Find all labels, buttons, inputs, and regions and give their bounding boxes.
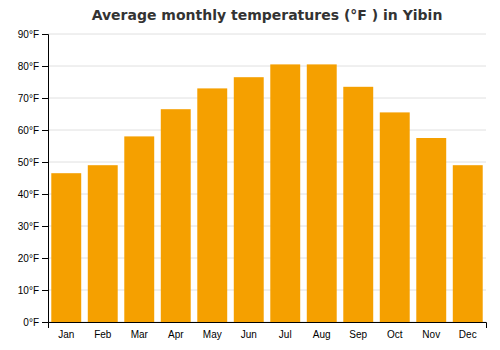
tick-label: Jul	[279, 329, 292, 340]
tick: 0°F	[23, 317, 48, 328]
tick: Jan	[58, 329, 74, 340]
tick: Jul	[279, 329, 292, 340]
tick-label: Oct	[387, 329, 403, 340]
tick-label: Nov	[422, 329, 440, 340]
tick: Apr	[168, 329, 184, 340]
bar	[124, 136, 154, 322]
tick-mark	[42, 130, 48, 131]
tick: 70°F	[18, 93, 48, 104]
tick-mark	[42, 66, 48, 67]
grid-line	[48, 34, 486, 35]
tick-label: Apr	[168, 329, 184, 340]
tick: May	[203, 329, 222, 340]
bar	[453, 165, 483, 322]
tick-label: Jun	[241, 329, 257, 340]
tick-mark	[42, 290, 48, 291]
tick: 80°F	[18, 61, 48, 72]
grid-line	[48, 66, 486, 67]
y-axis: 0°F 10°F 20°F 30°F 40°F 50°F 60°F 70°F 80°F 90°F	[18, 29, 49, 328]
bar	[343, 87, 373, 322]
tick-mark	[42, 194, 48, 195]
bar	[51, 173, 81, 322]
tick-mark	[42, 226, 48, 227]
tick: Jun	[241, 329, 257, 340]
tick-label: Aug	[313, 329, 331, 340]
tick: 20°F	[18, 253, 48, 264]
tick-label: Sep	[349, 329, 367, 340]
tick: Dec	[459, 329, 477, 340]
bars	[51, 64, 482, 322]
bar	[161, 109, 191, 322]
tick-label: Feb	[94, 329, 112, 340]
tick-label: 40°F	[18, 189, 39, 200]
plot: 0°F 10°F 20°F 30°F 40°F 50°F 60°F 70°F 80°F 90°F J…	[18, 29, 487, 340]
bar	[234, 77, 264, 322]
tick-label: 80°F	[18, 61, 39, 72]
tick: Aug	[313, 329, 331, 340]
tick-mark	[42, 98, 48, 99]
grid-line	[48, 98, 486, 99]
bar	[307, 64, 337, 322]
tick: 50°F	[18, 157, 48, 168]
tick: 10°F	[18, 285, 48, 296]
tick: 40°F	[18, 189, 48, 200]
tick-mark	[42, 258, 48, 259]
bar	[270, 64, 300, 322]
tick-label: 50°F	[18, 157, 39, 168]
tick-label: Dec	[459, 329, 477, 340]
bar	[197, 88, 227, 322]
bar	[88, 165, 118, 322]
chart: 0°F 10°F 20°F 30°F 40°F 50°F 60°F 70°F 80°F 90°F J…	[0, 0, 500, 350]
tick-mark	[42, 34, 48, 35]
tick: 30°F	[18, 221, 48, 232]
axis-line	[49, 323, 487, 329]
tick-mark	[42, 162, 48, 163]
tick-label: 10°F	[18, 285, 39, 296]
tick-label: 20°F	[18, 253, 39, 264]
x-axis: Jan Feb Mar Apr May Jun Jul Aug Sep Oct Nov Dec	[49, 323, 487, 341]
tick-label: 60°F	[18, 125, 39, 136]
tick-label: Mar	[131, 329, 149, 340]
tick-label: 70°F	[18, 93, 39, 104]
tick: Oct	[387, 329, 403, 340]
tick-label: 30°F	[18, 221, 39, 232]
tick: Mar	[131, 329, 149, 340]
tick-label: May	[203, 329, 222, 340]
axis-line	[42, 35, 49, 323]
bar	[380, 112, 410, 322]
tick-label: Jan	[58, 329, 74, 340]
tick-mark	[42, 322, 48, 323]
tick-label: 0°F	[23, 317, 39, 328]
title: Average monthly temperatures (°F ) in Yi…	[92, 7, 443, 23]
tick: Feb	[94, 329, 112, 340]
grid	[48, 34, 486, 322]
bar	[416, 138, 446, 322]
tick: Sep	[349, 329, 367, 340]
tick: 90°F	[18, 29, 48, 40]
grid-line	[48, 130, 486, 131]
tick: 60°F	[18, 125, 48, 136]
tick-label: 90°F	[18, 29, 39, 40]
tick: Nov	[422, 329, 440, 340]
